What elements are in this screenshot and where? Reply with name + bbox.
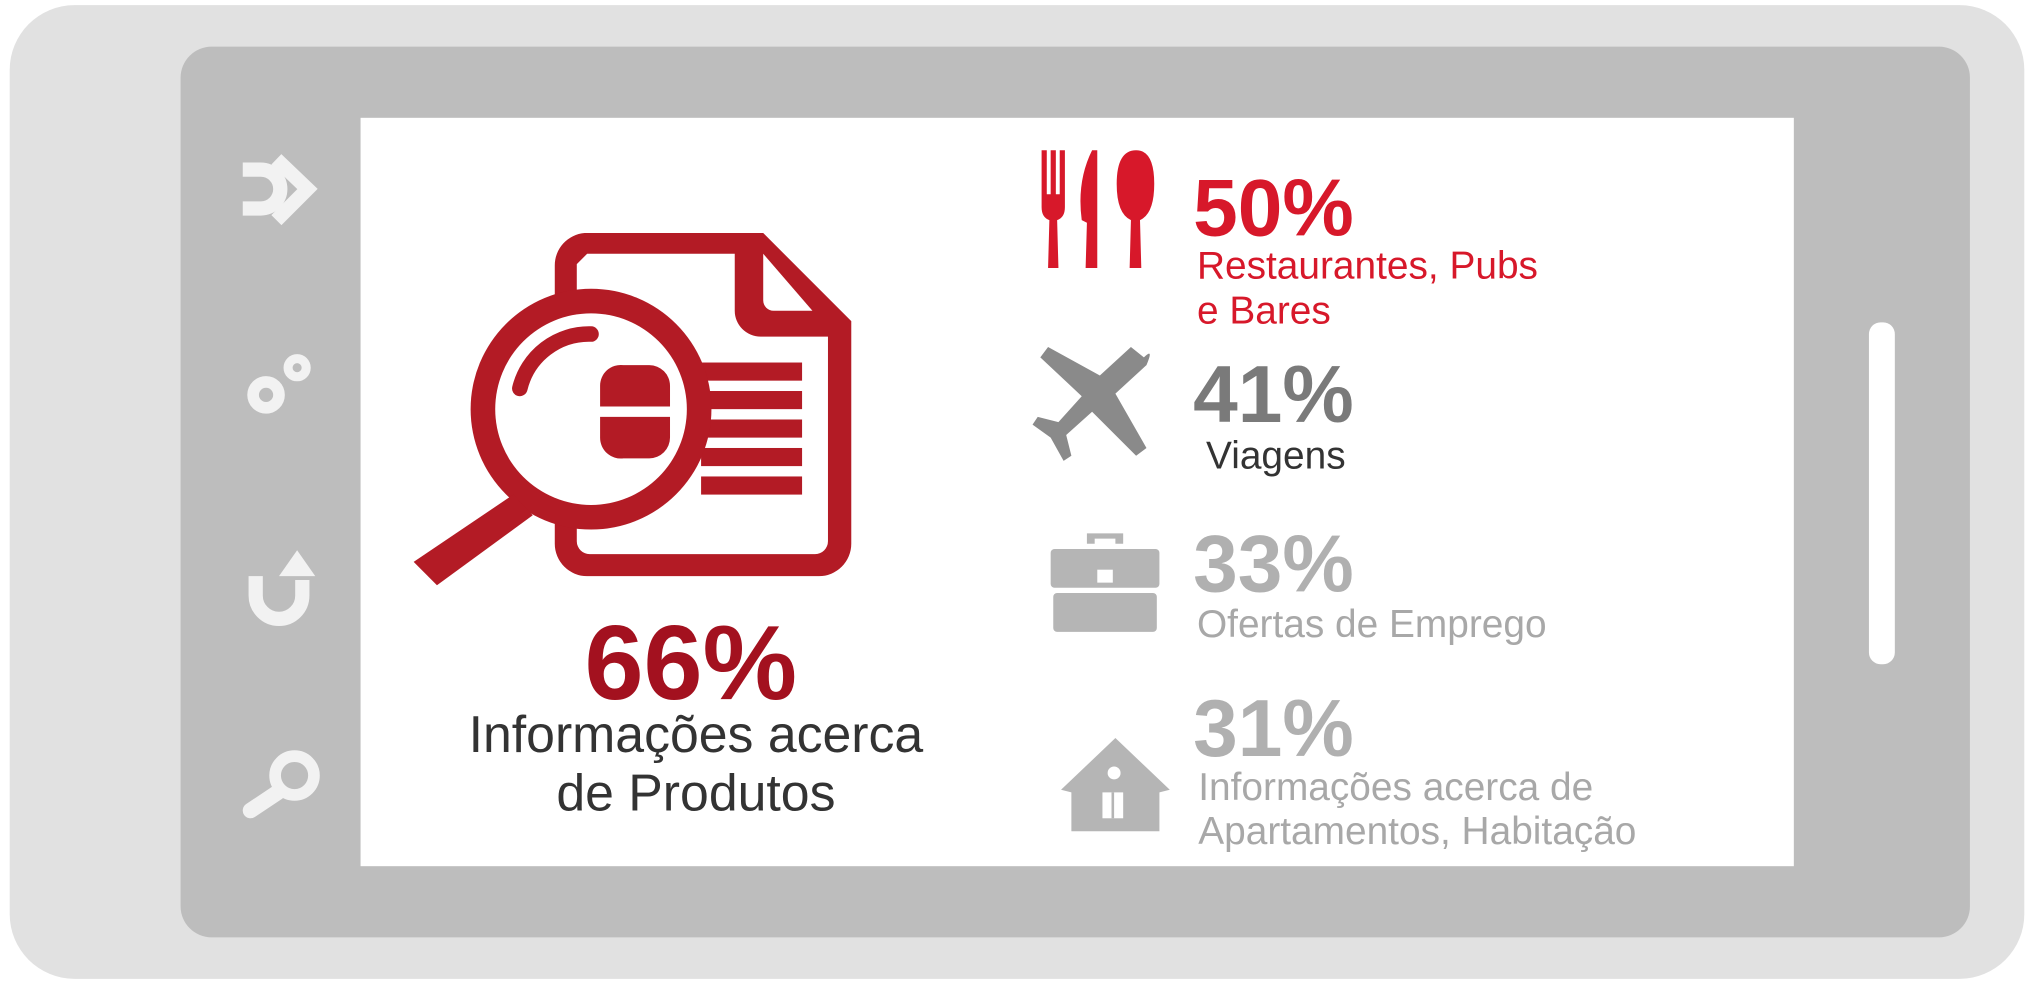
main-label: de Produtos xyxy=(556,764,835,822)
item-value: 31% xyxy=(1193,684,1354,774)
document-lines xyxy=(701,362,803,495)
job-icon xyxy=(1050,533,1160,632)
back-arrow-head xyxy=(279,550,316,577)
lens xyxy=(495,313,687,505)
item-value: 33% xyxy=(1193,520,1354,610)
item-label: Viagens xyxy=(1206,435,1346,478)
side-icons xyxy=(242,154,320,819)
housing-icon xyxy=(1061,738,1170,832)
main-label: Informações acerca xyxy=(469,705,924,763)
lens-glare xyxy=(512,326,599,397)
item-value: 41% xyxy=(1193,350,1354,440)
product-info-icon xyxy=(413,233,852,586)
handle xyxy=(413,494,533,586)
arrow-icon xyxy=(271,154,318,226)
item-label: Informações acerca de xyxy=(1198,766,1593,809)
share-icon xyxy=(242,162,288,216)
side-slider xyxy=(1868,322,1895,665)
item-label: e Bares xyxy=(1197,290,1331,333)
gear-icon xyxy=(247,376,285,414)
lens-content xyxy=(600,364,671,459)
restaurant-icon xyxy=(1041,150,1155,269)
back-icon xyxy=(248,576,310,626)
travel-icon xyxy=(1032,346,1150,461)
item-value: 50% xyxy=(1193,164,1354,254)
main-value: 66% xyxy=(584,604,796,722)
item-label: Restaurantes, Pubs xyxy=(1197,244,1538,287)
search-icon xyxy=(269,750,320,801)
document-corner xyxy=(763,253,813,311)
item-label: Apartamentos, Habitação xyxy=(1198,810,1636,853)
item-label: Ofertas de Emprego xyxy=(1197,603,1547,646)
search-handle xyxy=(242,784,286,819)
gear-icon xyxy=(283,354,311,382)
